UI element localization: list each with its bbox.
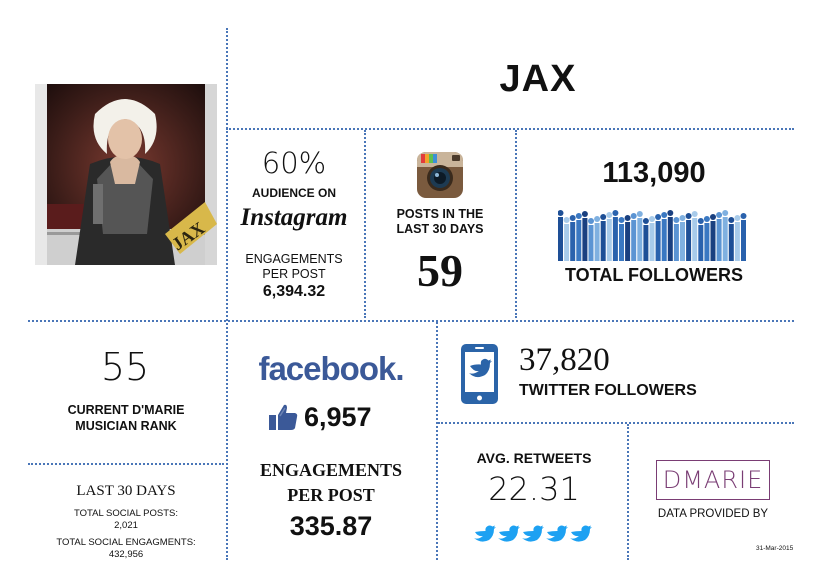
divider-v-fb-twitter xyxy=(436,322,438,560)
instagram-engagements-label: ENGAGEMENTS PER POST xyxy=(245,252,343,281)
rank-label: CURRENT D'MARIE MUSICIAN RANK xyxy=(67,403,185,433)
dmarie-logo-text: DMARIE xyxy=(662,466,764,494)
facebook-logo: facebook. xyxy=(258,350,404,387)
last30-engagements-value: 432,956 xyxy=(108,549,144,560)
last30-social-posts-label: TOTAL SOCIAL POSTS: xyxy=(74,508,178,519)
total-followers-label: TOTAL FOLLOWERS xyxy=(565,265,743,285)
artist-photo: JAX xyxy=(35,84,217,265)
divider-v-left xyxy=(226,28,228,560)
retweets-label: AVG. RETWEETS xyxy=(476,450,592,466)
crowd-icon xyxy=(557,210,747,261)
twitter-bird-icon xyxy=(498,525,520,542)
twitter-bird-icon xyxy=(522,525,544,542)
instagram-audience-percent: 60% xyxy=(261,146,327,180)
report-date: 31-Mar-2015 xyxy=(756,545,794,552)
bird-icons-row xyxy=(474,522,594,544)
twitter-bird-icon xyxy=(570,525,592,542)
twitter-followers-label: TWITTER FOLLOWERS xyxy=(519,382,697,399)
retweets-value: 22.31 xyxy=(488,470,580,508)
instagram-logo: Instagram xyxy=(240,204,348,231)
crowd-graphic xyxy=(557,203,748,261)
divider-h-top xyxy=(226,128,794,130)
total-followers-value: 113,090 xyxy=(602,157,706,189)
rank-value: 55 xyxy=(100,345,150,389)
facebook-engagements-label: ENGAGEMENTS PER POST xyxy=(259,460,403,505)
facebook-engagements-value: 335.87 xyxy=(289,511,373,541)
divider-v-posts-followers xyxy=(515,130,517,318)
twitter-followers-value: 37,820 xyxy=(519,342,610,378)
instagram-engagements-value: 6,394.32 xyxy=(262,283,326,300)
divider-h-rank xyxy=(28,463,224,465)
twitter-bird-icon xyxy=(474,525,496,542)
divider-v-inst-posts xyxy=(364,130,366,318)
divider-h-middle xyxy=(28,320,794,322)
artist-name: JAX xyxy=(499,58,577,100)
divider-h-twitter xyxy=(438,422,794,424)
last30-engagements-label: TOTAL SOCIAL ENGAGMENTS: xyxy=(56,537,196,548)
posts-value: 59 xyxy=(417,245,463,296)
posts-label: POSTS IN THE LAST 30 DAYS xyxy=(396,207,484,236)
dmarie-logo: DMARIE xyxy=(656,460,770,500)
twitter-phone-icon xyxy=(461,344,498,404)
twitter-bird-icon xyxy=(546,525,568,542)
facebook-likes: 6,957 xyxy=(304,402,372,432)
thumbs-up-icon xyxy=(268,403,298,431)
last30-title: LAST 30 DAYS xyxy=(76,483,176,499)
instagram-camera-icon xyxy=(416,151,464,199)
last30-social-posts-value: 2,021 xyxy=(114,520,138,531)
artist-photo-image xyxy=(35,84,217,265)
twitter-bird-icon-row xyxy=(474,525,592,542)
instagram-audience-label: AUDIENCE ON xyxy=(251,186,336,200)
divider-v-retweets-provider xyxy=(627,424,629,560)
provider-label: DATA PROVIDED BY xyxy=(657,508,769,520)
